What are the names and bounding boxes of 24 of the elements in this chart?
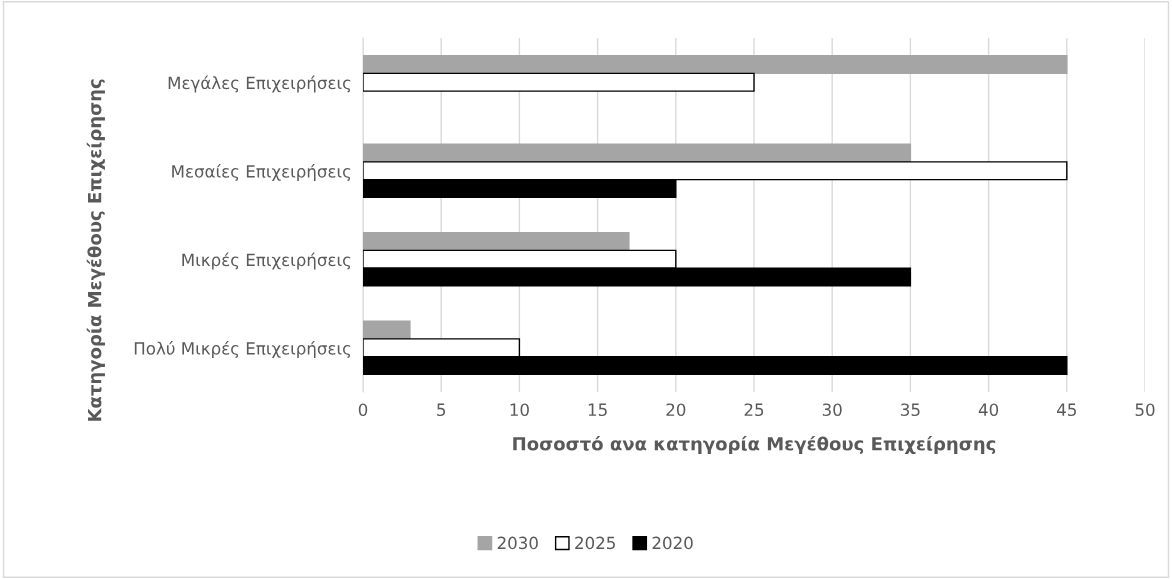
x-tick-label: 30	[822, 403, 842, 417]
bar	[363, 320, 411, 340]
y-tick-label: Μεγάλες Επιχειρήσεις	[168, 75, 351, 93]
x-axis-title: Ποσοστό ανα κατηγορία Μεγέθους Επιχείρησης	[513, 435, 996, 455]
y-tick-label: Μεσαίες Επιχειρήσεις	[172, 164, 351, 181]
legend-label: 2030	[497, 536, 538, 550]
x-tick-label: 25	[744, 403, 764, 417]
x-tick-label: 40	[978, 403, 999, 417]
x-tick-label: 45	[1057, 403, 1076, 417]
x-tick-label: 35	[901, 403, 920, 417]
y-axis-title: Κατηγορία Μεγέθους Επιχείρησης	[86, 79, 105, 421]
y-tick-label: Πολύ Μικρές Επιχειρήσεις	[134, 341, 351, 358]
x-tick-label: 50	[1135, 403, 1155, 417]
y-tick-label: Μικρές Επιχειρήσεις	[182, 252, 351, 270]
bar	[363, 55, 1068, 75]
x-tick-label: 5	[437, 403, 446, 417]
legend-label: 2020	[652, 536, 693, 550]
bar	[363, 72, 755, 92]
bar	[363, 232, 630, 252]
x-tick-label: 0	[358, 403, 368, 417]
x-tick-label: 10	[510, 403, 529, 417]
x-tick-label: 15	[588, 403, 607, 417]
x-tick-label: 20	[666, 403, 686, 417]
legend-label: 2025	[575, 536, 615, 550]
